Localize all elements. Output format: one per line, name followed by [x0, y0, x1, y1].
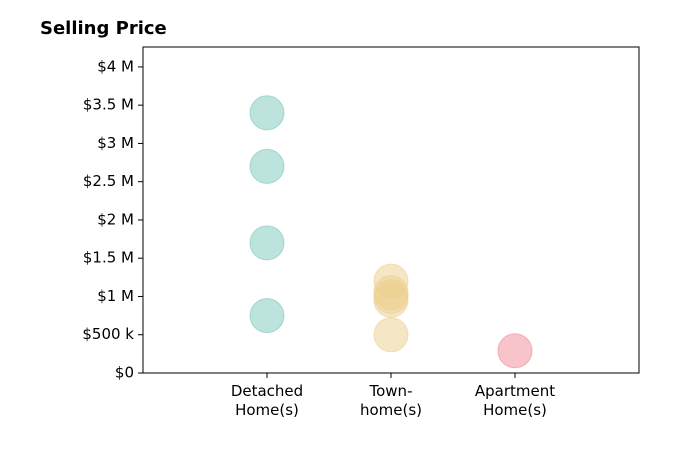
y-tick-label: $2 M	[97, 210, 134, 228]
chart-title: Selling Price	[40, 18, 167, 39]
y-tick-label: $500 k	[82, 325, 134, 343]
y-tick-label: $3.5 M	[83, 96, 134, 114]
x-tick-label: Detached Home(s)	[230, 382, 304, 419]
point	[249, 298, 285, 334]
y-tick-label: $0	[115, 364, 134, 382]
y-tick-label: $3 M	[97, 134, 134, 152]
x-tick-label: Apartment Home(s)	[474, 382, 556, 419]
point	[373, 282, 409, 318]
y-tick-label: $4 M	[97, 57, 134, 75]
x-tick-label: Town- home(s)	[359, 382, 423, 419]
point	[497, 333, 533, 369]
point	[249, 95, 285, 131]
point	[249, 148, 285, 184]
point	[373, 317, 409, 353]
y-tick-label: $1 M	[97, 287, 134, 305]
y-tick-label: $2.5 M	[83, 172, 134, 190]
y-tick-label: $1.5 M	[83, 249, 134, 267]
point	[249, 225, 285, 261]
